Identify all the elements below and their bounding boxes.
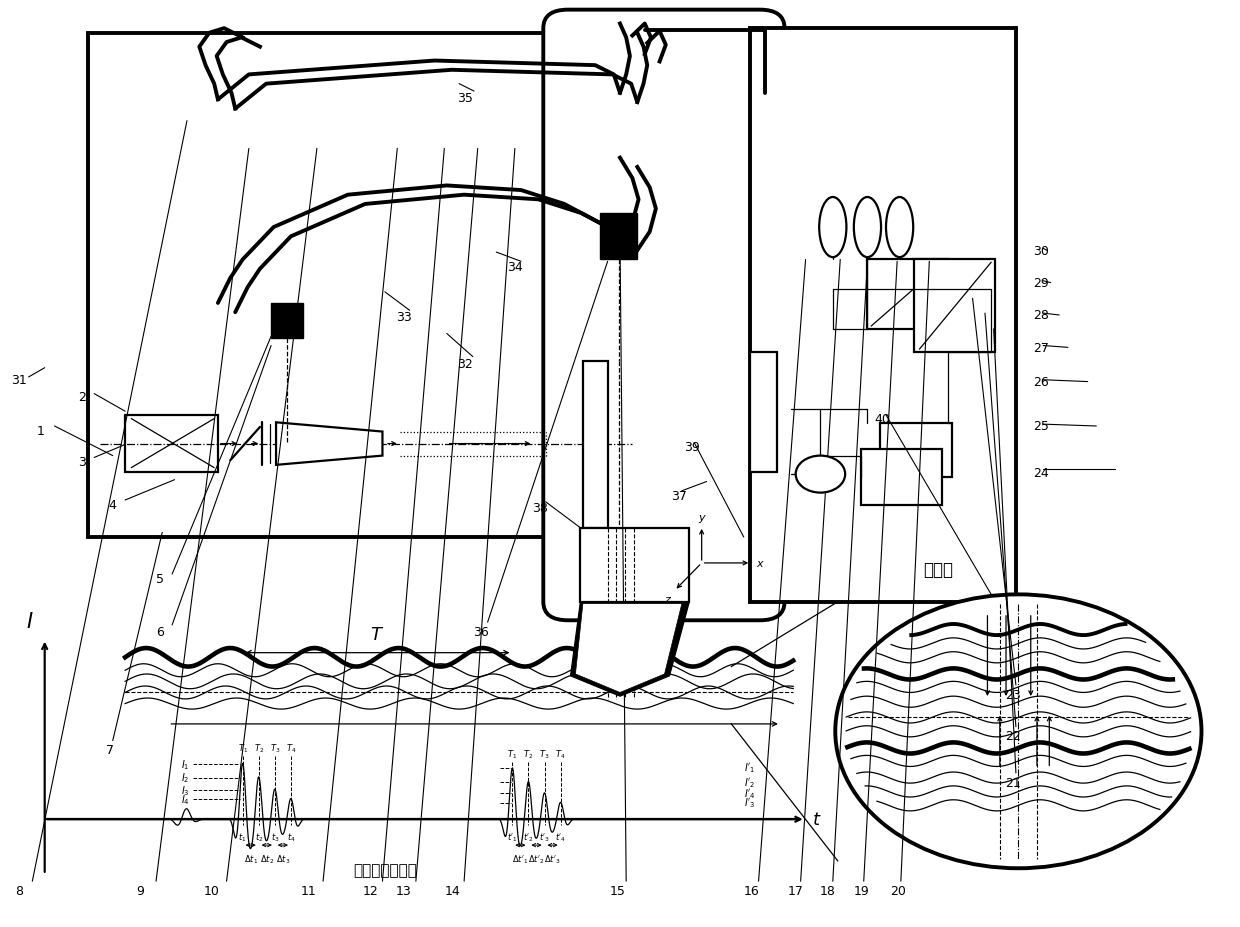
Ellipse shape xyxy=(887,197,913,258)
Text: 2: 2 xyxy=(78,390,86,403)
Text: $t'_2$: $t'_2$ xyxy=(523,831,534,843)
Text: $\Delta t_1$: $\Delta t_1$ xyxy=(243,853,258,865)
Text: 24: 24 xyxy=(1033,466,1049,479)
Text: 16: 16 xyxy=(743,884,759,897)
Text: 37: 37 xyxy=(671,489,687,502)
Text: 5: 5 xyxy=(156,573,164,586)
Text: 19: 19 xyxy=(853,884,869,897)
Text: $I_1$: $I_1$ xyxy=(181,757,190,770)
Text: 28: 28 xyxy=(1033,309,1049,322)
Text: 22: 22 xyxy=(1006,730,1022,743)
Text: $I_3$: $I_3$ xyxy=(181,783,190,796)
Text: 1: 1 xyxy=(37,425,45,438)
Bar xyxy=(583,362,608,528)
Text: $T_2$: $T_2$ xyxy=(523,748,533,760)
Text: z: z xyxy=(663,595,670,604)
Text: $\Delta t'_1$: $\Delta t'_1$ xyxy=(512,853,528,865)
Bar xyxy=(600,214,637,260)
Ellipse shape xyxy=(854,197,882,258)
Text: $t_1$: $t_1$ xyxy=(238,831,247,843)
Text: $I'_2$: $I'_2$ xyxy=(744,776,755,789)
Text: $t'_3$: $t'_3$ xyxy=(539,831,551,843)
Text: 放大图: 放大图 xyxy=(923,560,954,578)
Text: 18: 18 xyxy=(820,884,836,897)
Text: 36: 36 xyxy=(474,625,490,638)
Text: $I'_4$: $I'_4$ xyxy=(744,786,755,800)
Text: $T_4$: $T_4$ xyxy=(556,748,565,760)
Polygon shape xyxy=(570,603,689,696)
Text: $T_1$: $T_1$ xyxy=(238,743,248,755)
Text: $\Delta t_3$: $\Delta t_3$ xyxy=(275,853,290,865)
Text: 26: 26 xyxy=(1033,375,1049,388)
Text: 35: 35 xyxy=(458,92,474,105)
Bar xyxy=(750,29,1016,603)
Text: 15: 15 xyxy=(610,884,625,897)
Text: 8: 8 xyxy=(15,884,22,897)
Text: 4: 4 xyxy=(109,499,117,512)
Circle shape xyxy=(836,595,1202,869)
Bar xyxy=(862,450,941,505)
Bar xyxy=(914,260,994,352)
Text: 11: 11 xyxy=(300,884,316,897)
Text: 20: 20 xyxy=(890,884,906,897)
Text: $\Delta t'_2$: $\Delta t'_2$ xyxy=(528,853,544,865)
Text: 33: 33 xyxy=(396,311,412,324)
Text: $t_2$: $t_2$ xyxy=(254,831,263,843)
Bar xyxy=(868,260,947,329)
Text: $I_4$: $I_4$ xyxy=(181,792,190,806)
Text: 34: 34 xyxy=(507,261,523,274)
Text: $T_3$: $T_3$ xyxy=(269,743,280,755)
Text: 38: 38 xyxy=(532,502,548,514)
Text: $\mathit{T}$: $\mathit{T}$ xyxy=(371,626,384,643)
Text: $t'_4$: $t'_4$ xyxy=(556,831,567,843)
Bar xyxy=(880,424,951,477)
Text: $\mathit{t}$: $\mathit{t}$ xyxy=(812,810,821,829)
Ellipse shape xyxy=(820,197,847,258)
Text: 25: 25 xyxy=(1033,420,1049,433)
Text: 32: 32 xyxy=(458,357,474,370)
Text: 10: 10 xyxy=(203,884,219,897)
Text: 23: 23 xyxy=(1006,688,1022,701)
Text: $t_4$: $t_4$ xyxy=(286,831,295,843)
Text: 27: 27 xyxy=(1033,341,1049,354)
Circle shape xyxy=(796,456,846,493)
Text: $t'_1$: $t'_1$ xyxy=(507,831,518,843)
Text: 29: 29 xyxy=(1033,277,1049,290)
Text: 13: 13 xyxy=(396,884,412,897)
Text: 39: 39 xyxy=(684,440,699,453)
Text: 30: 30 xyxy=(1033,245,1049,258)
Text: 7: 7 xyxy=(107,743,114,756)
Bar xyxy=(125,415,218,473)
Bar xyxy=(272,304,304,338)
Text: $\Delta t'_3$: $\Delta t'_3$ xyxy=(544,853,560,865)
Text: 31: 31 xyxy=(11,374,26,387)
Text: $\mathit{I}$: $\mathit{I}$ xyxy=(26,612,33,631)
Bar xyxy=(580,528,689,603)
Text: $t_3$: $t_3$ xyxy=(270,831,279,843)
FancyBboxPatch shape xyxy=(543,10,785,620)
Text: 3: 3 xyxy=(78,455,86,468)
Text: 14: 14 xyxy=(445,884,461,897)
Text: $T_1$: $T_1$ xyxy=(507,748,517,760)
Polygon shape xyxy=(277,423,382,465)
Bar xyxy=(88,33,632,538)
Text: $T_3$: $T_3$ xyxy=(539,748,549,760)
Text: 6: 6 xyxy=(156,625,164,638)
Text: $I_2$: $I_2$ xyxy=(181,771,190,784)
Bar xyxy=(750,352,777,473)
Text: $I'_1$: $I'_1$ xyxy=(744,761,755,774)
Text: 9: 9 xyxy=(136,884,144,897)
Text: x: x xyxy=(756,558,763,568)
Text: 17: 17 xyxy=(787,884,804,897)
Text: y: y xyxy=(698,513,706,523)
Text: 40: 40 xyxy=(874,413,890,425)
Polygon shape xyxy=(575,604,682,692)
Text: $T_4$: $T_4$ xyxy=(285,743,296,755)
Text: 光声信号示意图: 光声信号示意图 xyxy=(353,863,417,878)
Text: 12: 12 xyxy=(362,884,378,897)
Text: $\Delta t_2$: $\Delta t_2$ xyxy=(259,853,274,865)
Text: $T_2$: $T_2$ xyxy=(254,743,264,755)
Text: 21: 21 xyxy=(1006,776,1022,789)
Text: $I'_3$: $I'_3$ xyxy=(744,795,755,809)
